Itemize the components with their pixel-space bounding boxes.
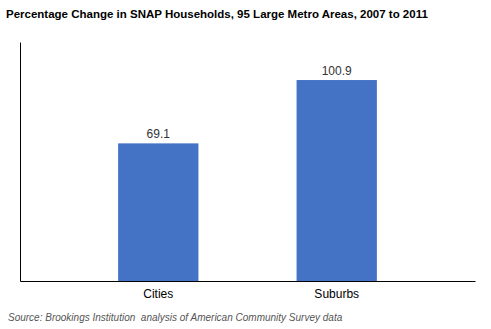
x-tick: Suburbs (314, 287, 359, 301)
bars (118, 80, 377, 281)
bar (297, 80, 377, 281)
data-labels: 69.1 100.9 (147, 64, 352, 141)
x-axis: Cities Suburbs (21, 282, 476, 301)
bar (118, 143, 198, 281)
data-label: 69.1 (147, 127, 171, 141)
data-label: 100.9 (322, 64, 352, 78)
x-tick: Cities (143, 287, 173, 301)
x-tick-label: Suburbs (314, 287, 359, 301)
y-axis (20, 43, 21, 282)
title: Percentage Change in SNAP Households, 95… (6, 8, 428, 20)
plot: Cities Suburbs 69.1 100.9 (21, 43, 476, 301)
y-axis-line (20, 43, 21, 282)
x-tick-label: Cities (143, 287, 173, 301)
chart: Percentage Change in SNAP Households, 95… (0, 0, 491, 329)
x-axis-line (21, 281, 476, 282)
annotation: Source: Brookings Institution analysis o… (8, 312, 343, 323)
